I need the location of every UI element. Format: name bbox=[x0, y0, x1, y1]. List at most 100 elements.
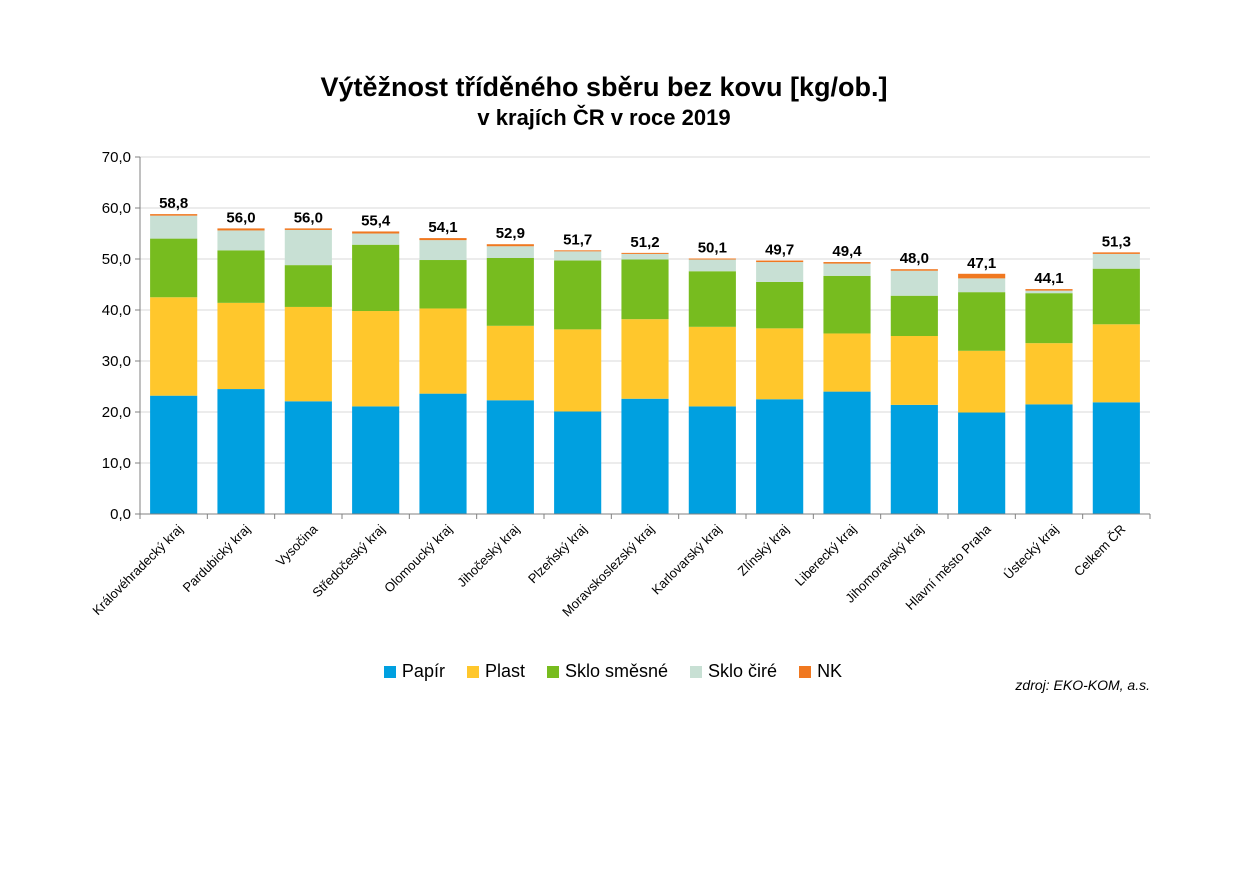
bar-segment-plast bbox=[554, 329, 602, 412]
bar-total-label: 50,1 bbox=[698, 239, 727, 256]
bar-segment-sklo-čiré bbox=[958, 278, 1006, 293]
bar-segment-papír bbox=[1025, 404, 1073, 514]
bar-segment-plast bbox=[756, 328, 804, 400]
bar-segment-plast bbox=[1025, 343, 1073, 405]
bar-segment-papír bbox=[217, 389, 265, 514]
bar-segment-sklo-směsné bbox=[621, 259, 669, 320]
bar-segment-nk bbox=[554, 250, 602, 252]
bar-total-label: 56,0 bbox=[294, 209, 323, 226]
x-category-label: Celkem ČR bbox=[1071, 522, 1129, 580]
y-tick-label: 60,0 bbox=[102, 200, 131, 217]
bar-segment-sklo-čiré bbox=[554, 251, 602, 261]
bar-segment-nk bbox=[1092, 252, 1140, 254]
bar-segment-sklo-čiré bbox=[688, 259, 736, 272]
bar-segment-sklo-čiré bbox=[756, 262, 804, 282]
bar-segment-sklo-směsné bbox=[756, 281, 804, 329]
source-note: zdroj: EKO-KOM, a.s. bbox=[1015, 677, 1150, 693]
y-tick-label: 10,0 bbox=[102, 455, 131, 472]
bar-segment-plast bbox=[284, 306, 332, 402]
legend-item: Sklo čiré bbox=[690, 661, 777, 682]
bar-segment-plast bbox=[890, 336, 938, 405]
bar-segment-papír bbox=[958, 412, 1006, 514]
legend-swatch bbox=[690, 665, 703, 678]
bar-total-label: 44,1 bbox=[1034, 270, 1063, 287]
bar-segment-plast bbox=[1092, 324, 1140, 403]
bar-segment-papír bbox=[419, 393, 467, 514]
bar-segment-plast bbox=[688, 326, 736, 407]
legend-swatch bbox=[383, 665, 396, 678]
x-category-label: Plzeňský kraj bbox=[525, 521, 590, 586]
bar-segment-papír bbox=[486, 400, 534, 514]
bar-segment-nk bbox=[352, 231, 400, 234]
bar-segment-sklo-směsné bbox=[284, 265, 332, 307]
x-category-label: Vysočina bbox=[273, 521, 321, 569]
y-tick-label: 20,0 bbox=[102, 404, 131, 421]
bar-segment-sklo-směsné bbox=[823, 275, 871, 334]
bar-segment-plast bbox=[419, 308, 467, 394]
bar-total-label: 52,9 bbox=[496, 225, 525, 242]
bar-segment-sklo-čiré bbox=[621, 253, 669, 260]
bar-total-label: 54,1 bbox=[428, 219, 457, 236]
x-category-label: Liberecký kraj bbox=[792, 521, 859, 588]
bar-segment-nk bbox=[486, 244, 534, 247]
bar-segment-sklo-čiré bbox=[419, 240, 467, 261]
bar-total-label: 58,8 bbox=[159, 195, 188, 212]
bar-segment-sklo-směsné bbox=[958, 292, 1006, 351]
bar-total-label: 47,1 bbox=[967, 255, 996, 272]
bar-segment-sklo-směsné bbox=[688, 271, 736, 327]
bar-segment-sklo-směsné bbox=[1025, 293, 1073, 344]
x-category-label: Olomoucký kraj bbox=[381, 521, 455, 595]
bar-segment-papír bbox=[621, 398, 669, 514]
x-category-label: Karlovarský kraj bbox=[648, 521, 724, 597]
bar-segment-sklo-směsné bbox=[217, 250, 265, 303]
bar-segment-plast bbox=[486, 325, 534, 401]
bar-segment-sklo-směsné bbox=[352, 244, 400, 312]
bar-total-label: 49,7 bbox=[765, 242, 794, 259]
chart-title: Výtěžnost tříděného sběru bez kovu [kg/o… bbox=[320, 72, 888, 102]
bar-segment-papír bbox=[284, 401, 332, 514]
legend-item: Sklo směsné bbox=[546, 661, 668, 682]
bar-segment-papír bbox=[890, 404, 938, 514]
bar-segment-sklo-čiré bbox=[823, 263, 871, 276]
bar-segment-papír bbox=[352, 406, 400, 514]
bar-segment-nk bbox=[217, 228, 265, 231]
bar-segment-plast bbox=[217, 302, 265, 390]
y-tick-label: 70,0 bbox=[102, 149, 131, 166]
bar-segment-nk bbox=[823, 262, 871, 264]
legend-swatch bbox=[799, 665, 812, 678]
bar-segment-plast bbox=[150, 297, 198, 396]
bar-total-label: 55,4 bbox=[361, 212, 391, 229]
bar-segment-nk bbox=[890, 269, 938, 271]
bar-total-label: 51,7 bbox=[563, 231, 592, 248]
bar-total-label: 48,0 bbox=[900, 250, 929, 267]
x-category-label: Pardubický kraj bbox=[180, 521, 254, 595]
bar-segment-sklo-čiré bbox=[352, 233, 400, 245]
bar-segment-nk bbox=[756, 260, 804, 263]
bar-segment-sklo-čiré bbox=[284, 229, 332, 266]
chart-subtitle: v krajích ČR v roce 2019 bbox=[477, 105, 731, 130]
bar-segment-nk bbox=[958, 273, 1006, 279]
legend-item: Plast bbox=[466, 661, 525, 682]
bar-segment-sklo-čiré bbox=[1025, 290, 1073, 294]
legend-item: NK bbox=[799, 661, 842, 682]
bar-segment-sklo-směsné bbox=[890, 295, 938, 337]
bar-segment-sklo-čiré bbox=[890, 270, 938, 296]
x-category-label: Královéhradecký kraj bbox=[89, 521, 186, 618]
bar-segment-nk bbox=[284, 228, 332, 230]
bar-segment-papír bbox=[756, 399, 804, 514]
bar-segment-papír bbox=[150, 395, 198, 514]
bar-segment-sklo-směsné bbox=[419, 260, 467, 309]
bar-segment-nk bbox=[150, 214, 198, 216]
bar-segment-nk bbox=[621, 252, 669, 254]
bar-segment-plast bbox=[823, 333, 871, 392]
x-category-label: Středočeský kraj bbox=[309, 521, 388, 600]
bar-segment-papír bbox=[823, 391, 871, 514]
y-tick-label: 40,0 bbox=[102, 302, 131, 319]
y-tick-label: 50,0 bbox=[102, 251, 131, 268]
bar-segment-nk bbox=[419, 238, 467, 241]
bar-total-label: 49,4 bbox=[832, 243, 862, 260]
bar-segment-nk bbox=[688, 258, 736, 260]
bar-total-label: 56,0 bbox=[226, 209, 255, 226]
bar-segment-papír bbox=[554, 411, 602, 514]
y-tick-label: 0,0 bbox=[110, 506, 131, 523]
